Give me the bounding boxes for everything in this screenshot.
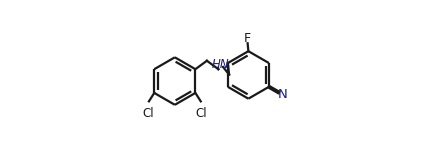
Text: Cl: Cl	[142, 107, 154, 120]
Text: HN: HN	[212, 58, 230, 71]
Text: N: N	[277, 88, 287, 101]
Text: F: F	[244, 32, 251, 45]
Text: Cl: Cl	[196, 107, 207, 120]
